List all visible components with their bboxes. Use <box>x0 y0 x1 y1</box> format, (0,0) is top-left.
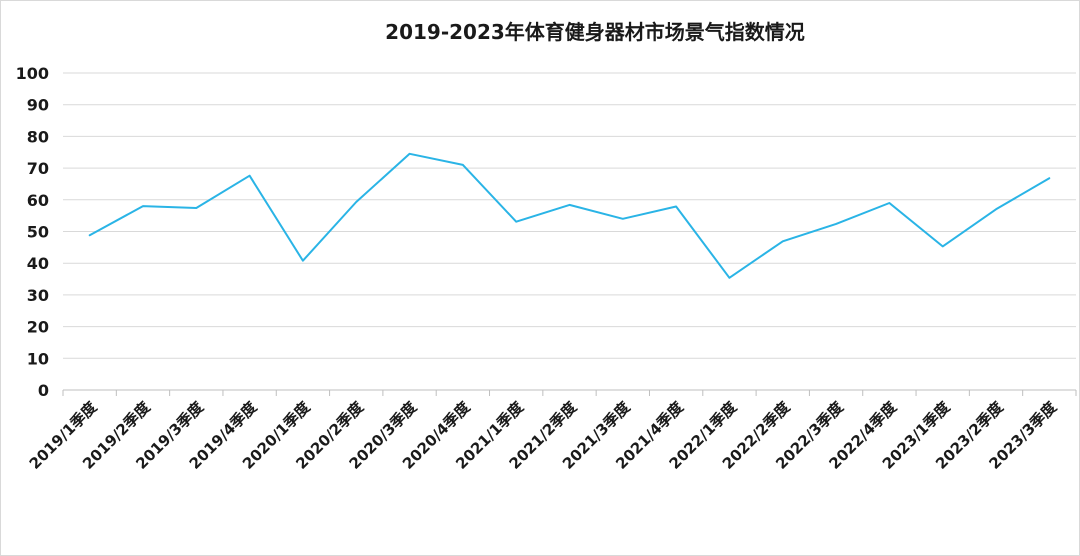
x-axis-tick-labels: 2019/1季度2019/2季度2019/3季度2019/4季度2020/1季度… <box>26 397 1061 472</box>
gridlines <box>63 72 1076 359</box>
y-tick-label: 40 <box>27 254 49 273</box>
x-axis <box>62 389 1077 396</box>
y-tick-label: 50 <box>27 223 49 242</box>
y-axis-tick-labels: 0 10 20 30 40 50 60 70 80 90 100 <box>16 64 49 400</box>
y-tick-label: 30 <box>27 286 49 305</box>
y-tick-label: 10 <box>27 349 49 368</box>
chart-title: 2019-2023年体育健身器材市场景气指数情况 <box>385 20 805 44</box>
y-tick-label: 60 <box>27 191 49 210</box>
y-tick-label: 0 <box>38 381 49 400</box>
y-tick-label: 20 <box>27 318 49 337</box>
series-lines <box>88 152 1051 279</box>
y-tick-label: 70 <box>27 159 49 178</box>
y-tick-label: 80 <box>27 127 49 146</box>
series-line <box>88 152 1051 279</box>
y-tick-label: 100 <box>16 64 49 83</box>
y-tick-label: 90 <box>27 96 49 115</box>
